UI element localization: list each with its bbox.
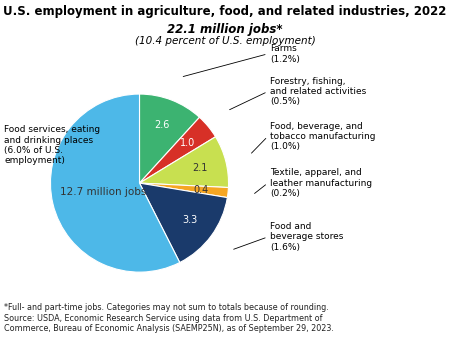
Text: 2.1: 2.1 [192,163,207,173]
Wedge shape [140,183,227,262]
Wedge shape [140,183,229,197]
Text: 2.6: 2.6 [154,120,170,130]
Text: 0.4: 0.4 [194,185,209,195]
Text: (10.4 percent of U.S. employment): (10.4 percent of U.S. employment) [135,36,315,46]
Text: Textile, apparel, and
leather manufacturing
(0.2%): Textile, apparel, and leather manufactur… [270,168,372,198]
Wedge shape [140,94,199,183]
Text: Food and
beverage stores
(1.6%): Food and beverage stores (1.6%) [270,222,343,252]
Text: 1.0: 1.0 [180,139,195,148]
Text: Food services, eating
and drinking places
(6.0% of U.S.
employment): Food services, eating and drinking place… [4,125,101,165]
Wedge shape [140,137,229,187]
Wedge shape [50,94,180,272]
Text: Forestry, fishing,
and related activities
(0.5%): Forestry, fishing, and related activitie… [270,76,366,107]
Text: Food, beverage, and
tobacco manufacturing
(1.0%): Food, beverage, and tobacco manufacturin… [270,121,375,151]
Text: 3.3: 3.3 [182,215,198,225]
Text: 12.7 million jobs: 12.7 million jobs [60,187,146,197]
Wedge shape [140,117,216,183]
Text: 22.1 million jobs*: 22.1 million jobs* [167,23,283,36]
Text: U.S. employment in agriculture, food, and related industries, 2022: U.S. employment in agriculture, food, an… [3,5,447,18]
Text: Farms
(1.2%): Farms (1.2%) [270,44,300,64]
Text: *Full- and part-time jobs. Categories may not sum to totals because of rounding.: *Full- and part-time jobs. Categories ma… [4,303,334,333]
